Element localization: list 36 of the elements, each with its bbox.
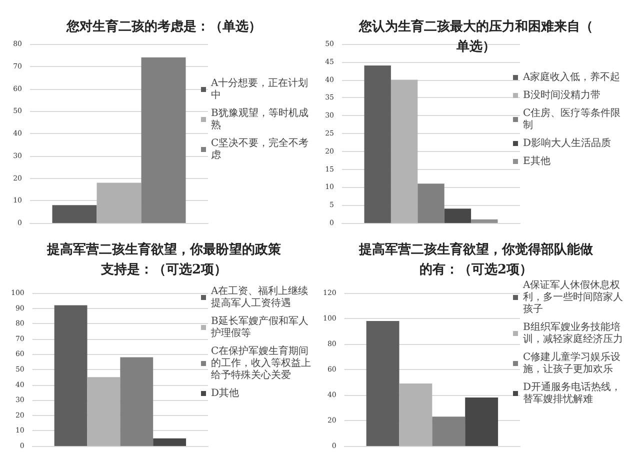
legend-label: A家庭收入低，养不起 <box>522 71 620 83</box>
legend-label: D其他 <box>211 387 240 399</box>
bar <box>141 57 186 223</box>
legend-label: E其他 <box>523 155 550 167</box>
bar <box>87 377 120 446</box>
bar <box>432 416 466 446</box>
bar <box>444 208 472 223</box>
bar <box>54 305 88 446</box>
legend-label: A十分想要，正在计划中 <box>210 77 308 101</box>
bar <box>390 80 418 223</box>
legend-label: C修建儿童学习娱乐设施，让孩子更加欢乐 <box>523 351 621 375</box>
legend-label: A保证军人休假休息权利，多一些时间陪家人孩子 <box>522 279 623 315</box>
legend-label: B没时间没精力带 <box>523 89 600 101</box>
bar <box>471 219 498 223</box>
chart-title: 提高军营二孩生育欲望，你觉得部队能做的有：（可选2项） <box>358 242 594 278</box>
legend-label: B延长军嫂产假和军人护理假等 <box>210 315 308 339</box>
legend-label: D影响大人生活品质 <box>523 137 612 149</box>
chart-title: 您对生育二孩的考虑是：（单选） <box>66 18 262 34</box>
legend-label: A在工资、福利上继续提高军人工资待遇 <box>210 285 308 309</box>
bar <box>153 438 186 446</box>
legend-label: D开通服务电话热线，替军嫂排忧解难 <box>523 381 622 405</box>
legend-label: C住房、医疗等条件限制 <box>523 107 621 131</box>
bar <box>418 184 444 223</box>
chart-title: 提高军营二孩生育欲望，你最盼望的政策支持是：（可选2项） <box>46 242 282 278</box>
bar <box>120 357 154 446</box>
bar <box>96 182 142 223</box>
chart-title: 您认为生育二孩最大的压力和困难来自（单选） <box>358 18 593 54</box>
bar <box>52 205 97 223</box>
bar <box>465 398 498 446</box>
bar <box>366 321 400 446</box>
bar <box>399 384 432 446</box>
bar <box>364 65 391 223</box>
legend-label: C在保护军嫂生育期间的工作，收入等权益上给予特殊关心关爱 <box>211 345 311 381</box>
legend-label: B组织军嫂业务技能培训，减轻家庭经济压力 <box>523 321 623 345</box>
legend-label: C坚决不要，完全不考虑 <box>211 137 309 161</box>
legend-label: B犹豫观望，等时机成熟 <box>211 107 308 131</box>
